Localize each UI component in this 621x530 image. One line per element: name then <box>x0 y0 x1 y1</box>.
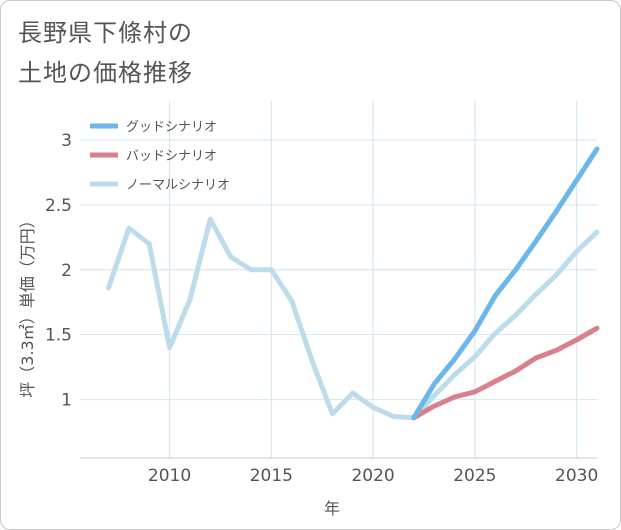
series-line-normal <box>106 216 600 421</box>
y-axis-label: 坪（3.3㎡）単価（万円） <box>18 212 37 397</box>
chart-title: 長野県下條村の 土地の価格推移 <box>18 13 193 93</box>
series-line-bad <box>411 325 600 421</box>
chart-title-line-1: 長野県下條村の <box>18 19 193 47</box>
chart-title-line-2: 土地の価格推移 <box>18 59 193 87</box>
x-gridlines <box>169 101 578 458</box>
x-tick-label: 2015 <box>250 466 293 486</box>
legend-label: バッドシナリオ <box>126 149 217 164</box>
y-tick-labels: 1 1.5 2 2.5 3 <box>45 131 72 411</box>
legend-label: グッドシナリオ <box>126 120 217 135</box>
y-tick-label: 3 <box>61 131 72 151</box>
x-tick-label: 2025 <box>453 466 496 486</box>
y-tick-label: 1 <box>61 391 72 411</box>
series-lines <box>106 146 600 421</box>
x-tick-label: 2020 <box>351 466 394 486</box>
x-axis-label: 年 <box>324 499 340 518</box>
series-line-good <box>411 146 600 421</box>
x-tick-labels: 2010 2015 2020 2025 2030 <box>148 466 598 486</box>
y-tick-label: 2 <box>61 261 72 281</box>
legend-label: ノーマルシナリオ <box>126 178 230 193</box>
y-tick-label: 1.5 <box>45 326 72 346</box>
x-tick-label: 2030 <box>555 466 598 486</box>
y-tick-label: 2.5 <box>45 196 72 216</box>
x-tick-label: 2010 <box>148 466 191 486</box>
